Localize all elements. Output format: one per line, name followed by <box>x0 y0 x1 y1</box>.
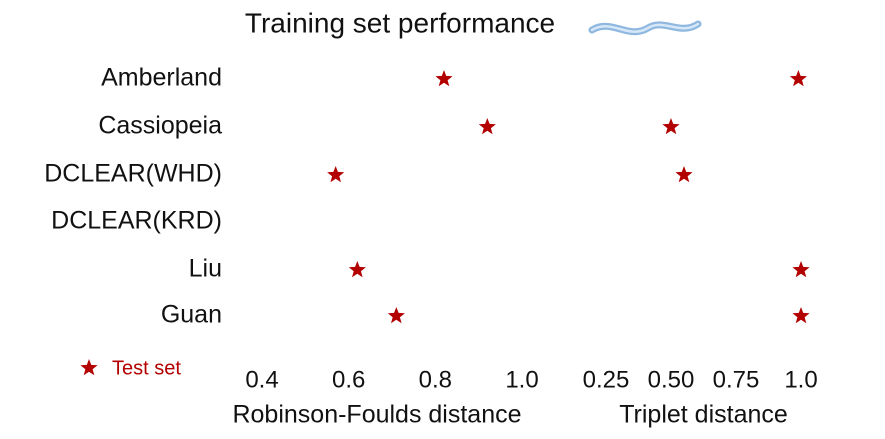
star-marker <box>348 261 366 278</box>
star-marker <box>789 70 807 87</box>
x-axis-label: Triplet distance <box>619 401 788 429</box>
category-label: DCLEAR(KRD) <box>51 207 222 235</box>
star-marker <box>662 118 680 135</box>
x-axis-label: Robinson-Foulds distance <box>232 401 521 429</box>
star-marker <box>435 70 453 87</box>
star-marker <box>478 118 496 135</box>
title-icon-highlight <box>590 22 700 33</box>
category-label: Amberland <box>101 64 222 92</box>
star-marker <box>327 166 345 183</box>
x-tick-label: 0.8 <box>419 366 452 393</box>
star-marker <box>387 307 405 324</box>
x-tick-label: 0.75 <box>713 366 760 393</box>
chart-title: Training set performance <box>245 7 555 38</box>
category-label: DCLEAR(WHD) <box>44 160 222 188</box>
x-tick-label: 1.0 <box>505 366 538 393</box>
x-tick-label: 0.4 <box>245 366 278 393</box>
x-tick-label: 0.50 <box>648 366 695 393</box>
legend-label: Test set <box>112 357 181 379</box>
x-tick-label: 0.6 <box>332 366 365 393</box>
star-marker <box>792 307 810 324</box>
category-label: Liu <box>189 255 222 283</box>
category-label: Guan <box>161 301 222 329</box>
star-marker <box>792 261 810 278</box>
x-tick-label: 1.0 <box>784 366 817 393</box>
x-tick-label: 0.25 <box>583 366 630 393</box>
star-marker <box>675 166 693 183</box>
legend-marker <box>80 359 98 376</box>
category-label: Cassiopeia <box>98 112 222 140</box>
